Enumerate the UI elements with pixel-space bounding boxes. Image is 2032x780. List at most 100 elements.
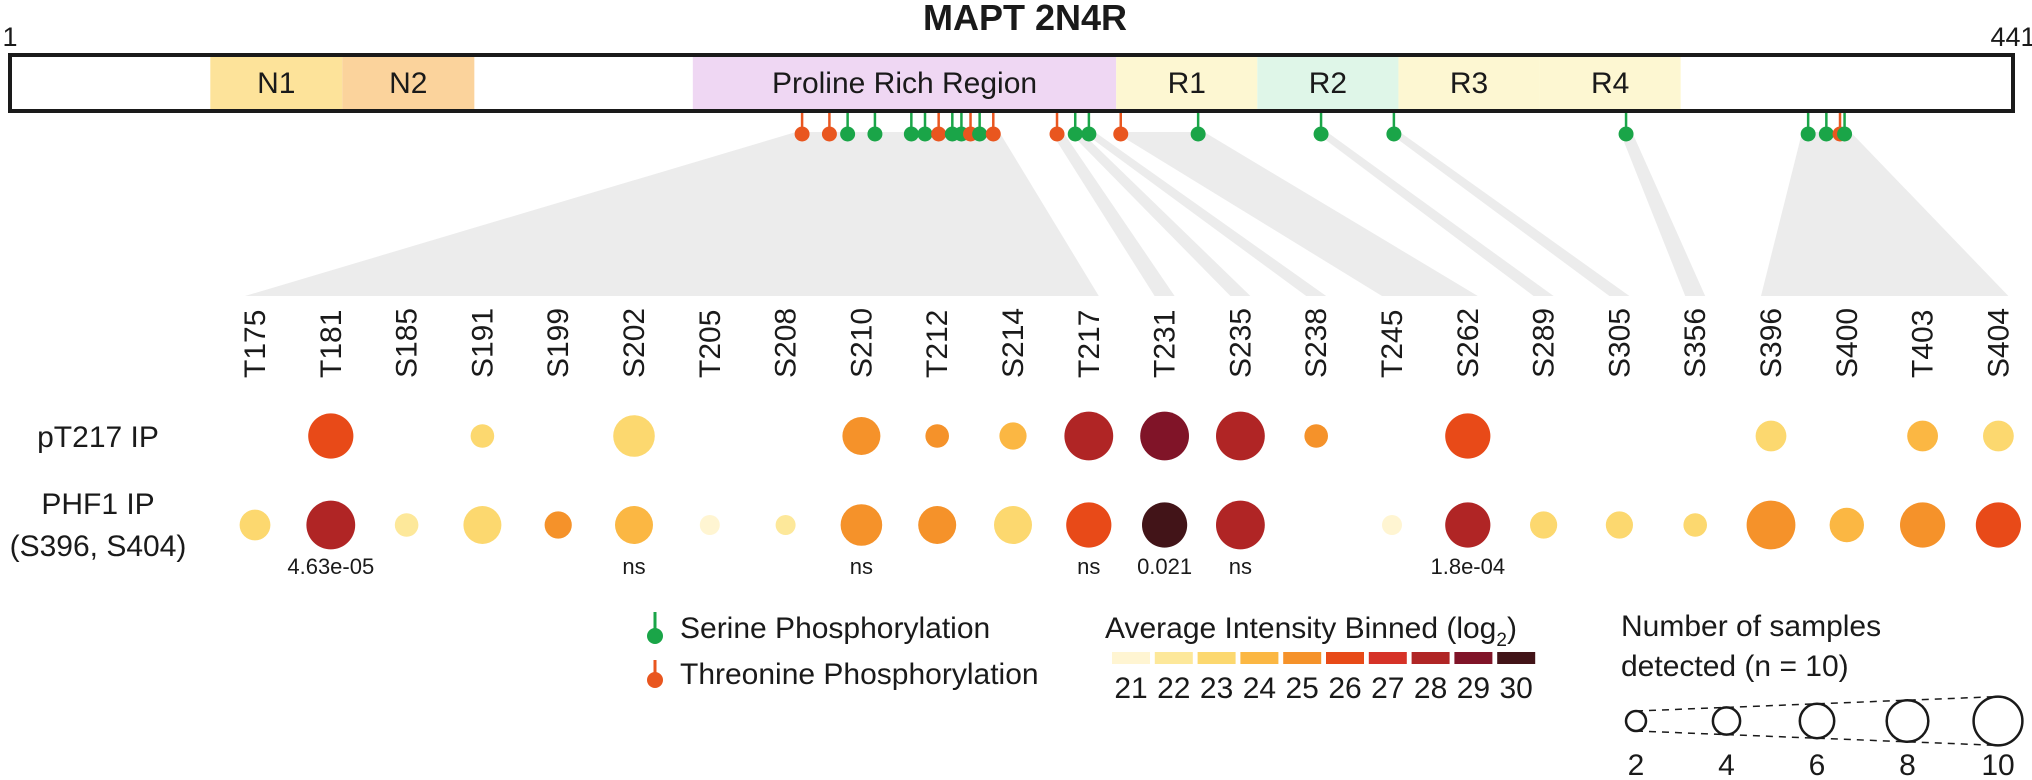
serine-legend-dot: [647, 628, 663, 644]
guide-band: [1082, 132, 1327, 296]
intensity-swatch: [1454, 652, 1493, 664]
intensity-swatch: [1197, 652, 1236, 664]
site-label: T403: [1907, 310, 1940, 378]
threonine-legend-dot: [647, 672, 663, 688]
intensity-bubble: [463, 506, 502, 544]
serine-lollipop-dot: [972, 126, 988, 142]
intensity-bubble: [1605, 511, 1633, 539]
intensity-bubble: [1064, 411, 1114, 461]
site-label: T175: [239, 310, 272, 378]
intensity-bubble: [1907, 420, 1938, 452]
samples-size-label: 4: [1718, 749, 1735, 780]
site-label: S262: [1452, 308, 1485, 378]
pvalue-label: 4.63e-05: [287, 554, 374, 579]
intensity-swatch-label: 25: [1286, 672, 1319, 705]
threonine-legend-label: Threonine Phosphorylation: [680, 658, 1039, 691]
site-label: S202: [618, 308, 651, 378]
intensity-bubble: [1445, 502, 1491, 548]
intensity-swatches: 21 22 23 24 25 26 27 28 29 30: [1112, 652, 1536, 705]
intensity-swatch-label: 30: [1500, 672, 1533, 705]
intensity-swatch: [1240, 652, 1279, 664]
intensity-bubble: [1304, 424, 1328, 448]
protein-bar: [8, 53, 2015, 113]
protein-start-label: 1: [2, 22, 17, 52]
domain-label: Proline Rich Region: [772, 67, 1037, 100]
row-labels: pT217 IP PHF1 IP (S396, S404): [10, 421, 187, 563]
intensity-bubble: [1683, 513, 1707, 537]
site-label: S305: [1603, 308, 1636, 378]
site-label: S400: [1831, 308, 1864, 378]
site-label: S289: [1528, 308, 1561, 378]
threonine-lollipop-dot: [1113, 126, 1129, 142]
domain-block: [342, 55, 475, 111]
serine-lollipop-dot: [1313, 126, 1329, 142]
domain-label: R2: [1309, 67, 1347, 100]
intensity-swatch: [1497, 652, 1536, 664]
pvalue-label: ns: [850, 554, 873, 579]
intensity-legend: Average Intensity Binned (log2) 21 22 23 24…: [1105, 612, 1536, 705]
intensity-swatch-label: 23: [1200, 672, 1233, 705]
intensity-bubble: [306, 500, 356, 550]
samples-size-circle: [1972, 695, 2024, 747]
intensity-bubble: [1216, 500, 1265, 550]
guide-band: [245, 132, 1099, 296]
site-label: S185: [391, 308, 424, 378]
samples-size-circle: [1798, 702, 1836, 740]
intensity-bubble: [1142, 502, 1188, 548]
intensity-swatch-label: 27: [1371, 672, 1404, 705]
intensity-bubble: [1382, 515, 1402, 535]
intensity-swatch-label: 24: [1243, 672, 1276, 705]
samples-guide-top: [1635, 695, 1999, 712]
site-label: S191: [466, 308, 499, 378]
protein-end-label: 441: [1990, 22, 2032, 52]
serine-lollipop-dot: [1800, 126, 1816, 142]
intensity-bubble: [775, 515, 796, 535]
intensity-bubble: [1829, 507, 1865, 543]
domain-block: [210, 55, 343, 111]
guide-band: [1051, 132, 1175, 296]
domain-label: R4: [1591, 67, 1629, 100]
intensity-bubble: [1975, 502, 2021, 548]
threonine-lollipop-dot: [931, 126, 947, 142]
samples-legend: Number of samples detected (n = 10) 2 4 6 8…: [1621, 610, 2024, 780]
protein-domains: N1 N2 Proline Rich Region R1 R2 R3 R4: [210, 55, 1681, 111]
row-label: PHF1 IP: [41, 488, 154, 521]
serine-lollipop-dot: [1818, 126, 1834, 142]
domain-label: N1: [257, 67, 295, 100]
intensity-bubble: [470, 424, 495, 448]
figure-title: MAPT 2N4R: [923, 0, 1127, 38]
intensity-bubble: [999, 422, 1027, 450]
intensity-bubble: [918, 506, 957, 544]
intensity-swatch: [1326, 652, 1364, 664]
threonine-lollipop-dot: [1049, 126, 1065, 142]
site-label: S235: [1224, 308, 1257, 378]
intensity-bubble: [1983, 420, 2014, 452]
samples-circles: 2 4 6 8 10: [1624, 695, 2024, 780]
domain-label: R1: [1168, 67, 1206, 100]
guide-band: [1069, 132, 1251, 296]
site-label: S199: [542, 308, 575, 378]
site-label: T217: [1073, 310, 1106, 378]
site-label: S396: [1755, 308, 1788, 378]
intensity-bubble: [1755, 420, 1787, 452]
domain-block: [692, 55, 1117, 111]
intensity-swatch-label: 22: [1157, 672, 1190, 705]
site-labels: T175 T181 S185 S191 S199 S202 T205 S208 S210 T212…: [239, 308, 2015, 378]
intensity-swatch: [1154, 652, 1193, 664]
samples-legend-title-2: detected (n = 10): [1621, 650, 1849, 683]
intensity-bubble: [1140, 411, 1189, 461]
serine-lollipop-dot: [1386, 126, 1402, 142]
guide-band: [1620, 132, 1706, 296]
intensity-bubble: [613, 415, 655, 457]
pvalue-label: 1.8e-04: [1430, 554, 1505, 579]
intensity-swatch: [1112, 652, 1150, 664]
samples-guide-bottom: [1635, 730, 1999, 747]
intensity-swatch-label: 26: [1328, 672, 1361, 705]
intensity-bubble: [615, 506, 653, 544]
domain-label: N2: [389, 67, 427, 100]
samples-size-label: 8: [1899, 749, 1916, 780]
serine-lollipop-dot: [867, 126, 883, 142]
serine-lollipop-dot: [1618, 126, 1634, 142]
intensity-bubble: [840, 504, 883, 546]
intensity-bubble: [1066, 502, 1112, 548]
